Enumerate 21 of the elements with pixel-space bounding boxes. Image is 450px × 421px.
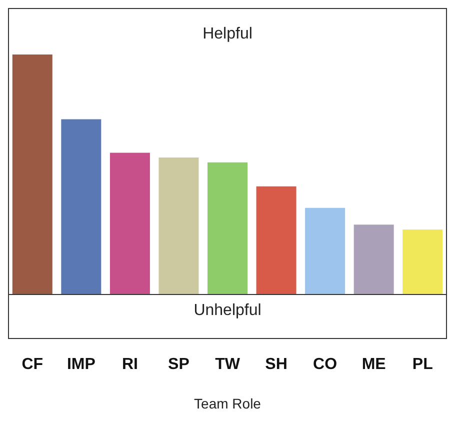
bar: [354, 224, 394, 294]
bar: [402, 229, 443, 294]
x-tick-label: ME: [362, 356, 386, 374]
bar: [12, 54, 52, 294]
bar: [208, 162, 248, 294]
text: Unhelpful: [194, 302, 262, 319]
x-tick-label: IMP: [66, 356, 96, 374]
x-tick-label: RI: [122, 356, 138, 374]
x-tick-label: CO: [313, 356, 338, 374]
x-tick-label: PL: [412, 356, 434, 374]
bar: [256, 186, 296, 294]
text: Helpful: [202, 25, 252, 42]
bar: [158, 158, 199, 294]
bar: [110, 152, 150, 294]
bar: [305, 208, 346, 294]
x-tick-label: SH: [265, 356, 288, 374]
bar: [61, 119, 102, 294]
x-tick-label: SP: [168, 356, 190, 374]
x-tick-label: TW: [215, 356, 241, 374]
x-axis-title: Team Role: [194, 395, 262, 412]
x-tick-label: CF: [22, 356, 44, 374]
